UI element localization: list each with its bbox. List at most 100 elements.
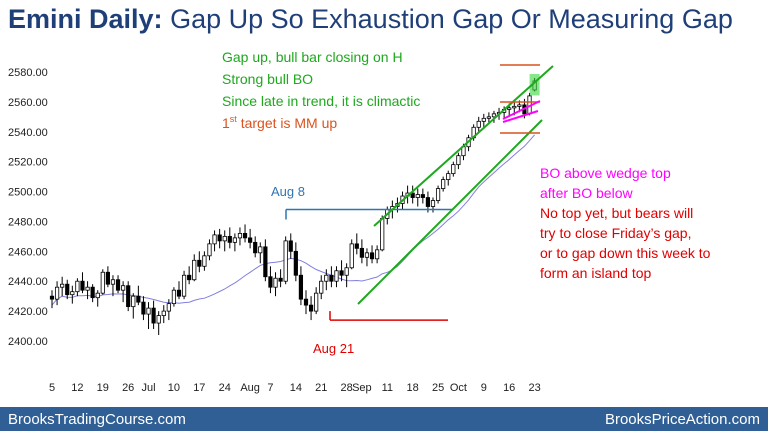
y-tick-label: 2540.00 <box>8 127 48 139</box>
candle-body <box>364 252 370 258</box>
footer-left-link[interactable]: BrooksTradingCourse.com <box>8 411 186 428</box>
x-tick-label: Aug <box>240 382 260 394</box>
y-tick-label: 2460.00 <box>8 246 48 258</box>
candle-body <box>486 116 491 119</box>
candle-body <box>354 243 359 249</box>
candle-body <box>237 232 243 239</box>
x-tick-label: 28 <box>341 382 353 394</box>
x-tick-label: 17 <box>193 382 205 394</box>
candle-body <box>90 286 95 299</box>
candle-body <box>141 301 146 315</box>
candle-body <box>197 259 202 267</box>
candle-body <box>344 267 349 276</box>
candle-body <box>308 304 314 312</box>
candle-body <box>349 243 354 269</box>
x-tick-label: 25 <box>432 382 444 394</box>
aug8-label: Aug 8 <box>271 184 305 199</box>
target-rest: target is MM up <box>237 115 338 131</box>
chart-title-rest: Gap Up So Exhaustion Gap Or Measuring Ga… <box>170 4 733 34</box>
candle-body <box>415 194 420 198</box>
candle-body <box>359 247 364 258</box>
candle-body <box>430 200 436 207</box>
candle-body <box>248 237 253 243</box>
candle-body <box>187 274 192 281</box>
candle-body <box>222 235 227 242</box>
candle-body <box>303 298 309 306</box>
red-note-3: or to gap down this week to <box>540 245 711 261</box>
candle-body <box>369 252 375 260</box>
candle-body <box>85 286 90 291</box>
y-tick-label: 2400.00 <box>8 336 48 348</box>
red-note-1: No top yet, but bears will <box>540 205 693 221</box>
x-tick-label: 12 <box>71 382 83 394</box>
highlight-last-bar <box>529 73 540 96</box>
candle-body <box>420 194 425 198</box>
candle-body <box>283 240 288 282</box>
x-tick-label: 7 <box>267 382 273 394</box>
candle-body <box>161 310 166 316</box>
x-tick-label: Sep <box>352 382 372 394</box>
candle-body <box>70 291 75 296</box>
y-tick-label: 2560.00 <box>8 97 48 109</box>
candle-body <box>334 270 339 282</box>
candle-body <box>202 255 207 267</box>
candle-body <box>329 274 334 282</box>
candle-body <box>441 179 446 189</box>
target-note: 1st target is MM up <box>222 114 337 131</box>
footer-right-link[interactable]: BrooksPriceAction.com <box>604 411 760 428</box>
target-sup: st <box>230 114 238 124</box>
candle-body <box>60 283 65 288</box>
red-note-2: try to close Friday’s gap, <box>540 225 691 241</box>
candle-body <box>491 113 497 118</box>
wedge-top-line <box>502 100 541 120</box>
x-tick-label: Jul <box>141 382 155 394</box>
aug21-label: Aug 21 <box>313 341 354 356</box>
candle-body <box>95 292 100 299</box>
y-tick-label: 2480.00 <box>8 216 48 228</box>
candle-body <box>339 270 344 276</box>
candle-body <box>192 259 197 281</box>
candle-body <box>54 286 60 300</box>
candle-body <box>65 283 70 296</box>
x-tick-label: 10 <box>168 382 180 394</box>
chart-title: Emini Daily: Gap Up So Exhaustion Gap Or… <box>8 4 733 35</box>
candle-body <box>268 276 273 288</box>
x-tick-label: 14 <box>290 382 302 394</box>
candle-body <box>446 173 451 181</box>
candle-body <box>319 280 324 294</box>
candle-body <box>507 107 512 110</box>
candle-body <box>151 307 156 324</box>
green-note-2: Strong bull BO <box>222 71 313 87</box>
x-tick-label: 5 <box>49 382 55 394</box>
magenta-note-1: BO above wedge top <box>540 165 671 181</box>
candle-body <box>435 188 441 201</box>
y-tick-label: 2500.00 <box>8 187 48 199</box>
candle-body <box>425 197 431 207</box>
candle-body <box>263 246 268 278</box>
candle-body <box>166 303 171 312</box>
candle-body <box>146 307 151 315</box>
y-tick-label: 2420.00 <box>8 306 48 318</box>
channel-bottom-line <box>357 119 543 305</box>
candle-body <box>100 271 105 294</box>
candle-body <box>314 292 319 312</box>
footer-bar: BrooksTradingCourse.com BrooksPriceActio… <box>0 407 768 431</box>
candle-body <box>207 243 212 257</box>
candle-body <box>298 274 304 300</box>
x-tick-label: 19 <box>97 382 109 394</box>
y-tick-label: 2520.00 <box>8 157 48 169</box>
x-tick-label: 26 <box>122 382 134 394</box>
x-tick-label: 11 <box>382 382 393 394</box>
green-note-3: Since late in trend, it is climactic <box>222 93 420 109</box>
x-tick-label: Oct <box>450 382 467 394</box>
candle-body <box>156 315 161 324</box>
candle-body <box>227 235 232 243</box>
candle-body <box>212 234 217 245</box>
candle-body <box>512 105 517 109</box>
candle-body <box>75 280 80 293</box>
candle-body <box>324 274 329 282</box>
candle-body <box>217 234 222 242</box>
x-tick-label: 18 <box>407 382 419 394</box>
candle-body <box>456 155 461 166</box>
